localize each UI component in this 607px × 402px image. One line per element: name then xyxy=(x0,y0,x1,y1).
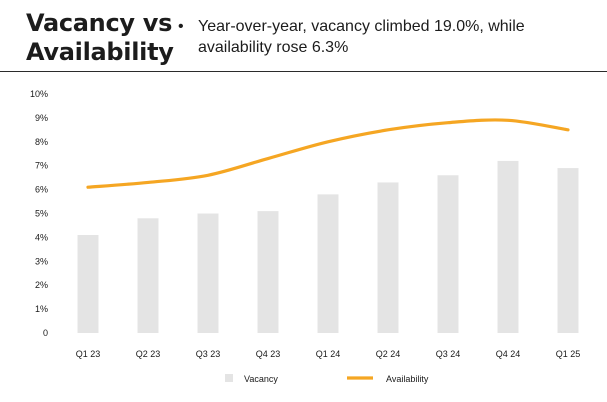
y-tick-label: 2% xyxy=(35,280,48,290)
y-tick-label: 10% xyxy=(30,89,48,99)
availability-line xyxy=(86,118,570,189)
vacancy-bar xyxy=(557,168,579,333)
x-tick-label: Q1 24 xyxy=(316,349,341,359)
y-tick-label: 5% xyxy=(35,209,48,219)
vacancy-bar xyxy=(497,160,519,333)
y-tick-label: 1% xyxy=(35,304,48,314)
vacancy-bar xyxy=(257,211,279,333)
y-tick-label: 6% xyxy=(35,185,48,195)
chart-title: Vacancy vs Availability xyxy=(26,9,174,67)
vacancy-bar xyxy=(197,213,219,333)
legend-vacancy-label: Vacancy xyxy=(244,374,278,384)
vacancy-bar xyxy=(137,218,159,333)
x-tick-label: Q4 23 xyxy=(256,349,281,359)
chart-legend: Vacancy Availability xyxy=(225,374,429,384)
y-tick-label: 0 xyxy=(43,328,48,338)
y-tick-label: 9% xyxy=(35,113,48,123)
y-tick-label: 4% xyxy=(35,232,48,242)
x-tick-label: Q2 23 xyxy=(136,349,161,359)
bullet-icon: • xyxy=(178,18,184,35)
chart-title-line-1: Vacancy vs xyxy=(26,9,173,37)
vacancy-bars xyxy=(77,160,579,333)
header-divider xyxy=(0,71,607,72)
y-axis-ticks: 0 1% 2% 3% 4% 5% 6% 7% 8% 9% 10% xyxy=(30,89,48,338)
y-tick-label: 7% xyxy=(35,161,48,171)
legend-availability-label: Availability xyxy=(386,374,429,384)
x-tick-label: Q1 23 xyxy=(76,349,101,359)
x-axis-ticks: Q1 23 Q2 23 Q3 23 Q4 23 Q1 24 Q2 24 Q3 24 Q4 24… xyxy=(76,349,581,359)
legend-vacancy-swatch xyxy=(225,374,233,382)
summary-note: • Year-over-year, vacancy climbed 19.0%,… xyxy=(178,16,593,58)
x-tick-label: Q3 23 xyxy=(196,349,221,359)
x-tick-label: Q2 24 xyxy=(376,349,401,359)
y-tick-label: 3% xyxy=(35,256,48,266)
x-tick-label: Q1 25 xyxy=(556,349,581,359)
vacancy-bar xyxy=(437,175,459,333)
x-tick-label: Q4 24 xyxy=(496,349,521,359)
chart-title-line-2: Availability xyxy=(26,38,174,66)
x-tick-label: Q3 24 xyxy=(436,349,461,359)
summary-note-text: Year-over-year, vacancy climbed 19.0%, w… xyxy=(198,18,525,56)
vacancy-bar xyxy=(377,182,399,333)
vacancy-bar xyxy=(77,235,99,333)
vacancy-bar xyxy=(317,194,339,333)
y-tick-label: 8% xyxy=(35,137,48,147)
